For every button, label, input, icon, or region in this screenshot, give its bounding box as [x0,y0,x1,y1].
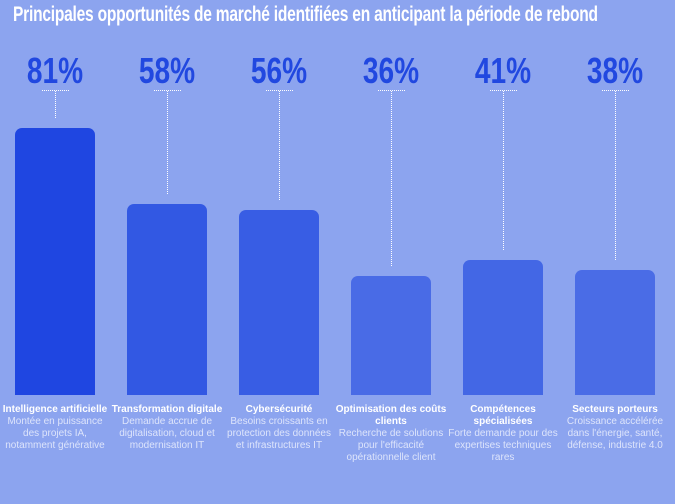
bar [351,276,431,395]
dotted-connector-vertical [503,91,504,250]
dotted-connector-horizontal [602,90,629,91]
category-label: Intelligence artificielle Montée en puiss… [0,404,111,452]
value-label: 56% [250,50,308,91]
category-label: Optimisation des coûts clients Recherche … [335,404,447,464]
value-label: 38% [586,50,644,91]
value-label: 58% [138,50,196,91]
dotted-connector-horizontal [42,90,69,91]
dotted-connector-vertical [167,91,168,194]
dotted-connector-horizontal [378,90,405,91]
category-label: Cybersécurité Besoins croissants en prote… [223,404,335,452]
bar [575,269,655,395]
category-description: Recherche de solutions pour l'efficacité… [338,428,444,463]
value-label: 36% [362,50,420,91]
category-name: Compétences spécialisées [470,404,536,427]
category-name: Cybersécurité [245,404,313,415]
category-name: Transformation digitale [111,404,223,415]
dotted-connector-vertical [615,91,616,260]
category-name: Secteurs porteurs [572,404,658,415]
dotted-connector-vertical [391,91,392,267]
dotted-connector-vertical [279,91,280,201]
bar [239,210,319,395]
category-description: Croissance accélérée dans l'énergie, san… [566,416,664,451]
category-description: Besoins croissants en protection des don… [227,416,331,451]
category-description: Montée en puissance des projets IA, nota… [5,416,105,451]
dotted-connector-horizontal [154,90,181,91]
value-label: 81% [26,50,84,91]
category-name: Intelligence artificielle [2,404,108,415]
category-label: Compétences spécialisées Forte demande po… [447,404,559,464]
chart-title: Principales opportunités de marché ident… [13,3,598,26]
category-label: Secteurs porteurs Croissance accélérée da… [559,404,671,452]
dotted-connector-horizontal [490,90,517,91]
bar [127,203,207,395]
category-label: Transformation digitale Demande accrue de… [111,404,223,452]
value-label: 41% [474,50,532,91]
category-description: Forte demande pour des expertises techni… [448,428,558,463]
category-name: Optimisation des coûts clients [335,404,447,427]
dotted-connector-vertical [55,91,56,118]
category-description: Demande accrue de digitalisation, cloud … [119,416,215,451]
bar [463,259,543,395]
bar [15,127,95,395]
dotted-connector-horizontal [266,90,293,91]
